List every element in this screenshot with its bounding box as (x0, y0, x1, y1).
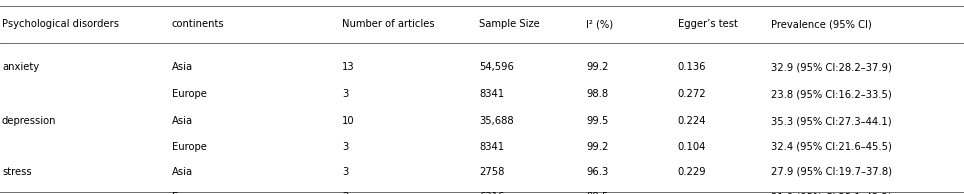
Text: Asia: Asia (172, 167, 193, 177)
Text: 32.4 (95% CI:21.6–45.5): 32.4 (95% CI:21.6–45.5) (771, 142, 892, 152)
Text: 0.136: 0.136 (678, 62, 707, 72)
Text: 3: 3 (342, 167, 348, 177)
Text: 6316: 6316 (479, 192, 504, 194)
Text: 32.9 (95% CI:28.2–37.9): 32.9 (95% CI:28.2–37.9) (771, 62, 892, 72)
Text: Number of articles: Number of articles (342, 19, 435, 29)
Text: 35,688: 35,688 (479, 116, 514, 126)
Text: Sample Size: Sample Size (479, 19, 540, 29)
Text: Asia: Asia (172, 62, 193, 72)
Text: I² (%): I² (%) (586, 19, 613, 29)
Text: 35.3 (95% CI:27.3–44.1): 35.3 (95% CI:27.3–44.1) (771, 116, 892, 126)
Text: 27.9 (95% CI:19.7–37.8): 27.9 (95% CI:19.7–37.8) (771, 167, 893, 177)
Text: anxiety: anxiety (2, 62, 40, 72)
Text: 96.3: 96.3 (586, 167, 608, 177)
Text: Egger’s test: Egger’s test (678, 19, 737, 29)
Text: 54,596: 54,596 (479, 62, 514, 72)
Text: 0.224: 0.224 (678, 116, 707, 126)
Text: 3: 3 (342, 89, 348, 99)
Text: 3: 3 (342, 142, 348, 152)
Text: 31.9 (95% CI:23.1–42.2): 31.9 (95% CI:23.1–42.2) (771, 192, 892, 194)
Text: –: – (678, 192, 683, 194)
Text: 0.104: 0.104 (678, 142, 706, 152)
Text: 23.8 (95% CI:16.2–33.5): 23.8 (95% CI:16.2–33.5) (771, 89, 892, 99)
Text: Europe: Europe (172, 89, 206, 99)
Text: 8341: 8341 (479, 142, 504, 152)
Text: Europe: Europe (172, 142, 206, 152)
Text: 13: 13 (342, 62, 355, 72)
Text: 0.272: 0.272 (678, 89, 707, 99)
Text: 99.2: 99.2 (586, 142, 608, 152)
Text: Europe: Europe (172, 192, 206, 194)
Text: 98.5: 98.5 (586, 192, 608, 194)
Text: 0.229: 0.229 (678, 167, 707, 177)
Text: 8341: 8341 (479, 89, 504, 99)
Text: continents: continents (172, 19, 225, 29)
Text: 2: 2 (342, 192, 349, 194)
Text: 99.2: 99.2 (586, 62, 608, 72)
Text: Prevalence (95% CI): Prevalence (95% CI) (771, 19, 872, 29)
Text: 2758: 2758 (479, 167, 504, 177)
Text: 99.5: 99.5 (586, 116, 608, 126)
Text: depression: depression (2, 116, 57, 126)
Text: stress: stress (2, 167, 32, 177)
Text: Asia: Asia (172, 116, 193, 126)
Text: 98.8: 98.8 (586, 89, 608, 99)
Text: Psychological disorders: Psychological disorders (2, 19, 119, 29)
Text: 10: 10 (342, 116, 355, 126)
